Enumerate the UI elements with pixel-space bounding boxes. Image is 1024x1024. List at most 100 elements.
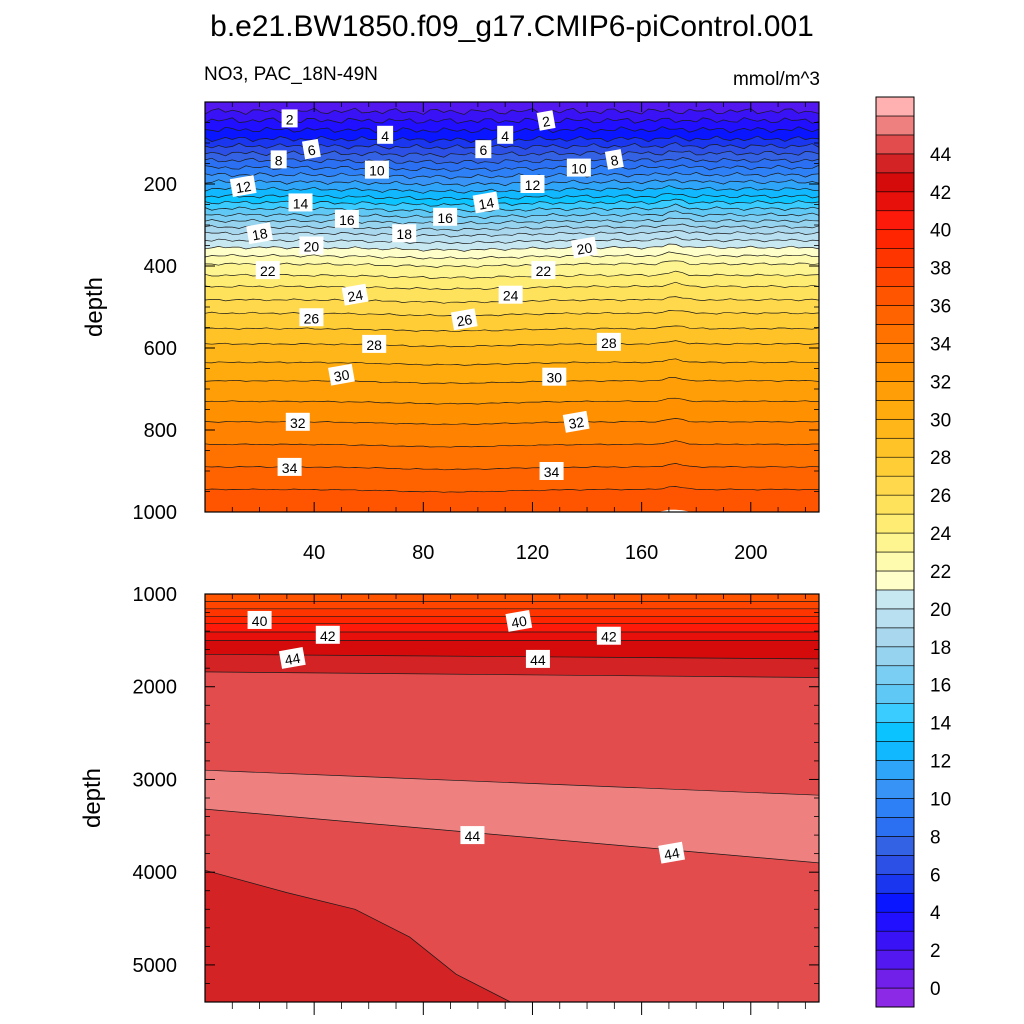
upper-contour-line: [205, 229, 819, 238]
upper-contour-label: 20: [570, 236, 598, 259]
lower-contour-label: 44: [525, 649, 550, 668]
upper-contour-label: 10: [566, 158, 591, 177]
lower-contour-band: [205, 631, 819, 641]
upper-contour-label-box: [246, 222, 273, 245]
colorbar-swatch: [875, 153, 915, 174]
upper-contour-label-box: [498, 285, 523, 304]
upper-contour-label: 6: [301, 138, 321, 160]
colorbar-swatch: [875, 646, 915, 667]
colorbar-frame: [875, 96, 915, 1008]
colorbar-tick-label: 4: [930, 903, 941, 924]
upper-contour-line: [205, 260, 819, 268]
upper-contour-label-text: 12: [234, 178, 252, 196]
colorbar-tick-label: 40: [930, 221, 951, 242]
upper-contour-label-box: [285, 412, 310, 431]
lower-contour-label-text: 44: [530, 652, 546, 668]
colorbar-swatch: [875, 248, 915, 268]
colorbar-swatch: [875, 286, 915, 306]
colorbar-swatch: [875, 570, 915, 591]
upper-contour-label: 12: [520, 175, 545, 193]
upper-contour-label: 24: [498, 285, 523, 304]
lower-contour-label: 40: [505, 609, 533, 632]
upper-contour-label-text: 16: [437, 210, 453, 226]
upper-ticks: 40 80 120 160 200 200 400 600 800 1000: [133, 102, 819, 564]
upper-contour-label: 30: [328, 363, 355, 386]
upper-contour-label: 8: [270, 150, 287, 169]
y-tick-label: 600: [144, 338, 177, 360]
lower-contour-label: 40: [247, 610, 272, 629]
colorbar: 0246810121416182022242628303234363840424…: [875, 96, 952, 1008]
colorbar-swatch: [875, 968, 915, 989]
upper-contour-label-text: 14: [477, 194, 495, 212]
upper-contour-label: 16: [433, 207, 458, 226]
upper-contour-label-box: [277, 457, 302, 476]
upper-contour-label-text: 4: [501, 128, 509, 144]
colorbar-tick-label: 12: [930, 752, 951, 773]
upper-contour-label-box: [334, 209, 359, 228]
upper-contour-line: [205, 185, 819, 194]
upper-contour-label-text: 32: [290, 415, 306, 431]
upper-contour-line: [205, 179, 819, 187]
colorbar-swatch: [875, 381, 915, 401]
lower-y-tick-label: 1000: [133, 584, 178, 606]
lower-y-tick-label: 5000: [133, 955, 178, 977]
upper-contour-label-text: 28: [601, 335, 617, 351]
upper-contour-label: 16: [334, 209, 359, 228]
colorbar-swatch: [875, 855, 915, 875]
upper-contour-label-box: [377, 125, 394, 144]
variable-label: NO3, PAC_18N-49N: [204, 64, 378, 85]
colorbar-swatch: [875, 96, 915, 117]
upper-contour-line: [205, 270, 819, 279]
upper-contour-label: 34: [277, 457, 302, 476]
upper-contour-label: 26: [299, 308, 324, 327]
upper-contour-label-box: [288, 193, 313, 212]
upper-contour-label-box: [570, 236, 598, 259]
x-tick-label: 200: [734, 542, 767, 564]
upper-contour-label-box: [450, 308, 478, 331]
lower-contour-label: 42: [596, 626, 621, 645]
upper-contour-label-box: [229, 175, 257, 197]
upper-contour-label-box: [497, 125, 514, 144]
colorbar-swatch: [875, 665, 915, 686]
upper-contour-label-text: 18: [251, 225, 269, 243]
upper-contour-label: 2: [281, 109, 298, 128]
upper-contour-line: [205, 463, 819, 471]
x-tick-label: 160: [625, 542, 658, 564]
colorbar-tick-label: 10: [930, 789, 951, 810]
upper-contour-label-box: [542, 367, 567, 386]
colorbar-swatch: [875, 191, 915, 212]
colorbar-swatch: [875, 930, 915, 951]
upper-contour-label-text: 20: [304, 239, 320, 255]
lower-contour-label: 42: [315, 625, 340, 644]
colorbar-tick-label: 14: [930, 714, 952, 735]
y-tick-label: 200: [144, 174, 177, 196]
upper-contour-label: 14: [288, 193, 313, 212]
lower-contour-label-text: 42: [320, 628, 336, 644]
lower-contour-label-text: 40: [510, 613, 528, 631]
upper-contour-label-text: 10: [571, 161, 587, 177]
upper-contour-label-text: 12: [525, 177, 541, 193]
colorbar-swatch: [875, 229, 915, 249]
upper-filled-contours: [205, 102, 819, 512]
upper-contour-label-box: [604, 149, 624, 170]
upper-contour-label-box: [270, 150, 287, 169]
upper-contour-line: [205, 117, 819, 124]
colorbar-tick-label: 24: [930, 524, 952, 545]
figure-title: b.e21.BW1850.f09_g17.CMIP6-piControl.001: [210, 10, 814, 43]
upper-contour-label-text: 6: [306, 142, 317, 159]
colorbar-swatch: [875, 760, 915, 780]
upper-contour-label: 24: [341, 283, 369, 306]
lower-contour-line: [205, 671, 819, 678]
upper-contour-label: 18: [246, 222, 273, 245]
colorbar-swatch: [875, 873, 915, 894]
colorbar-tick-label: 28: [930, 448, 951, 469]
upper-contour-label: 10: [364, 160, 389, 179]
upper-contour-label: 14: [472, 191, 500, 214]
lower-panel: 40 40 42 42 44 44 44 44 1000 2000 3000 4000 5000 de…: [79, 584, 820, 1015]
lower-contour-label-text: 44: [283, 650, 301, 668]
lower-y-tick-label: 4000: [133, 862, 178, 884]
colorbar-swatch: [875, 324, 915, 344]
upper-contour-label-text: 14: [293, 195, 309, 211]
